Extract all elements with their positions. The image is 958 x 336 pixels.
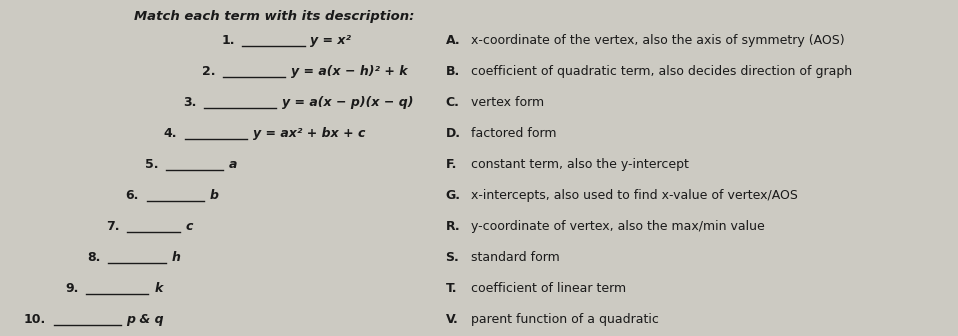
Text: 7.: 7. (106, 220, 120, 233)
Text: x-intercepts, also used to find x-value of vertex/AOS: x-intercepts, also used to find x-value … (467, 189, 797, 202)
Text: S.: S. (445, 251, 459, 264)
Text: x-coordinate of the vertex, also the axis of symmetry (AOS): x-coordinate of the vertex, also the axi… (467, 34, 844, 47)
Text: a: a (229, 158, 238, 171)
Text: y = ax² + bx + c: y = ax² + bx + c (253, 127, 365, 140)
Text: coefficient of linear term: coefficient of linear term (467, 282, 626, 295)
Text: D.: D. (445, 127, 461, 140)
Text: y = a(x − p)(x − q): y = a(x − p)(x − q) (282, 96, 413, 109)
Text: coefficient of quadratic term, also decides direction of graph: coefficient of quadratic term, also deci… (467, 65, 852, 78)
Text: C.: C. (445, 96, 459, 109)
Text: 5.: 5. (145, 158, 158, 171)
Text: G.: G. (445, 189, 461, 202)
Text: parent function of a quadratic: parent function of a quadratic (467, 313, 658, 326)
Text: y-coordinate of vertex, also the max/min value: y-coordinate of vertex, also the max/min… (467, 220, 764, 233)
Text: A.: A. (445, 34, 460, 47)
Text: 1.: 1. (221, 34, 235, 47)
Text: Match each term with its description:: Match each term with its description: (134, 10, 415, 23)
Text: standard form: standard form (467, 251, 559, 264)
Text: y = x²: y = x² (310, 34, 352, 47)
Text: factored form: factored form (467, 127, 556, 140)
Text: 3.: 3. (183, 96, 196, 109)
Text: y = a(x − h)² + k: y = a(x − h)² + k (291, 65, 408, 78)
Text: 6.: 6. (125, 189, 139, 202)
Text: 4.: 4. (164, 127, 177, 140)
Text: c: c (186, 220, 194, 233)
Text: B.: B. (445, 65, 460, 78)
Text: constant term, also the y-intercept: constant term, also the y-intercept (467, 158, 689, 171)
Text: V.: V. (445, 313, 458, 326)
Text: k: k (154, 282, 163, 295)
Text: 10.: 10. (24, 313, 46, 326)
Text: 8.: 8. (87, 251, 101, 264)
Text: h: h (171, 251, 180, 264)
Text: 2.: 2. (202, 65, 216, 78)
Text: vertex form: vertex form (467, 96, 544, 109)
Text: R.: R. (445, 220, 460, 233)
Text: 9.: 9. (65, 282, 79, 295)
Text: F.: F. (445, 158, 457, 171)
Text: T.: T. (445, 282, 457, 295)
Text: p & q: p & q (126, 313, 164, 326)
Text: b: b (210, 189, 218, 202)
